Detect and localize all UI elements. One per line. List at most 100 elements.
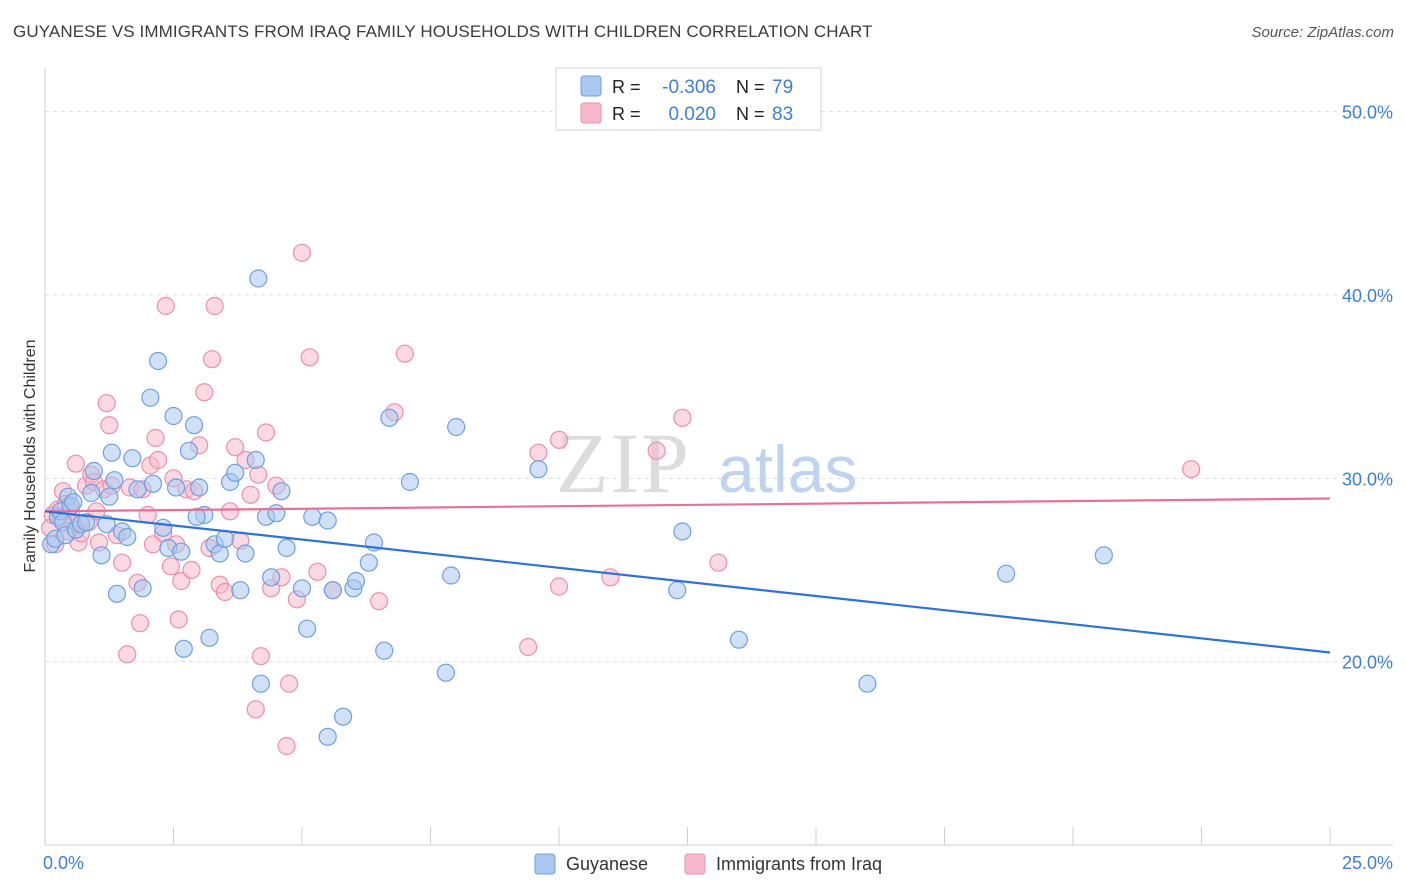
guyanese-point (673, 522, 692, 541)
guyanese-point (148, 351, 168, 371)
guyanese-point (143, 474, 163, 493)
watermark-zip: ZIP (556, 415, 691, 511)
guyanese-point (166, 478, 186, 497)
guyanese-point (447, 417, 466, 437)
iraq-point (709, 553, 728, 572)
legend-bottom-label-iraq: Immigrants from Iraq (716, 854, 882, 874)
guyanese-point (249, 269, 268, 288)
iraq-point (280, 674, 299, 693)
watermark-atlas: atlas (718, 432, 857, 506)
axes (44, 68, 1393, 846)
legend-n-value-1: 79 (772, 77, 793, 98)
guyanese-point (226, 463, 245, 482)
iraq-point (97, 394, 116, 413)
guyanese-point (529, 460, 548, 479)
iraq-point (215, 582, 234, 602)
guyanese-point (200, 628, 219, 647)
guyanese-point (292, 579, 312, 598)
iraq-point (529, 443, 548, 462)
guyanese-point (123, 449, 142, 468)
guyanese-point (92, 546, 111, 565)
iraq-point (601, 568, 620, 587)
guyanese-point (100, 487, 119, 506)
guyanese-point (102, 443, 121, 462)
x-tick-label: 25.0% (1342, 853, 1393, 873)
iraq-point (277, 736, 296, 756)
iraq-point (220, 502, 240, 521)
guyanese-point (380, 408, 399, 427)
guyanese-point (118, 527, 137, 547)
y-tick-label: 30.0% (1342, 469, 1393, 489)
iraq-point (202, 350, 222, 369)
iraq-point (148, 450, 168, 470)
iraq-point (112, 553, 132, 572)
legend-bottom-swatch-guyanese (534, 853, 556, 875)
guyanese-point (82, 483, 101, 503)
grid-lines (45, 111, 1393, 663)
iraq-point (241, 485, 260, 504)
legend-n-value-2: 83 (772, 104, 793, 125)
y-tick-label: 40.0% (1342, 286, 1393, 306)
iraq-point (519, 637, 538, 657)
guyanese-point (107, 584, 127, 603)
guyanese-point (190, 478, 209, 497)
guyanese-point (154, 518, 173, 537)
guyanese-point (84, 461, 103, 481)
trend-lines (44, 497, 1331, 654)
guyanese-point (246, 450, 265, 470)
guyanese-point (375, 641, 394, 660)
guyanese-point (231, 581, 250, 600)
chart-title: GUYANESE VS IMMIGRANTS FROM IRAQ FAMILY … (13, 22, 873, 41)
iraq-point (256, 423, 276, 442)
legend-top: R = -0.306 N = 79 R = 0.020 N = 83 (555, 67, 822, 131)
guyanese-point (400, 472, 420, 492)
legend-r-value-2: 0.020 (668, 104, 716, 125)
iraq-point (66, 454, 85, 473)
guyanese-point (128, 480, 147, 499)
guyanese-point (172, 542, 191, 561)
iraq-point (292, 243, 312, 262)
guyanese-point (277, 538, 296, 558)
guyanese-point (215, 529, 234, 548)
legend-r-label-1: R = (612, 77, 641, 97)
guyanese-point (298, 619, 317, 638)
guyanese-point (318, 511, 337, 530)
guyanese-point (133, 579, 152, 598)
guyanese-point (303, 507, 322, 526)
y-axis-title: Family Households with Children (22, 340, 39, 573)
guyanese-point (77, 513, 96, 532)
y-tick-labels: 20.0% 30.0% 40.0% 50.0% (1342, 103, 1393, 673)
guyanese-point (441, 566, 461, 585)
iraq-point (549, 577, 569, 596)
iraq-point (395, 344, 414, 363)
legend-n-label-2: N = (736, 104, 765, 124)
guyanese-point (64, 493, 83, 512)
legend-bottom-label-guyanese: Guyanese (566, 854, 648, 874)
guyanese-point (141, 388, 160, 407)
iraq-point (251, 647, 270, 666)
iraq-point (156, 296, 175, 316)
iraq-point (146, 428, 165, 448)
iraq-point (647, 441, 666, 460)
iraq-point (226, 438, 245, 457)
iraq-point (673, 408, 692, 427)
guyanese-point (1094, 546, 1113, 565)
guyanese-point (236, 544, 255, 563)
iraq-point (1182, 460, 1201, 479)
guyanese-point (267, 504, 286, 523)
legend-swatch-guyanese (580, 75, 602, 97)
iraq-point (246, 700, 265, 719)
guyanese-point (668, 581, 687, 600)
guyanese-point (187, 507, 206, 526)
x-tick-label: 0.0% (43, 853, 84, 873)
guyanese-point (262, 568, 281, 587)
watermark: ZIP atlas (556, 415, 857, 511)
x-tick-labels: 0.0% 25.0% (43, 853, 1393, 873)
iraq-point (300, 348, 319, 367)
guyanese-point (105, 471, 124, 490)
guyanese-point (997, 564, 1016, 583)
guyanese-trend-line (44, 510, 1331, 654)
legend-n-label-1: N = (736, 77, 765, 97)
iraq-point (118, 645, 137, 664)
